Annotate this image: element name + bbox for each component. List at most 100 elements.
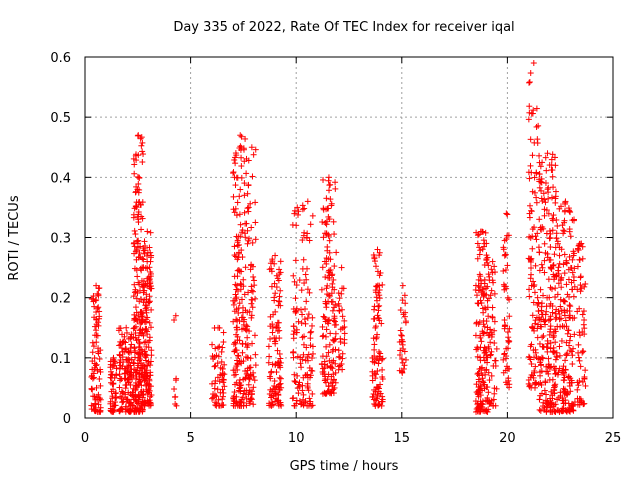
data-point — [542, 378, 549, 385]
data-point — [575, 382, 582, 389]
data-point — [267, 335, 274, 342]
data-point — [218, 348, 225, 355]
data-point — [325, 256, 332, 263]
data-point — [536, 178, 543, 185]
data-point — [536, 171, 543, 178]
data-point — [492, 362, 499, 369]
data-point — [549, 167, 556, 174]
data-point — [273, 384, 280, 391]
data-point — [491, 390, 498, 397]
data-point — [549, 173, 556, 180]
data-point — [372, 258, 379, 265]
data-point — [302, 320, 309, 327]
data-point — [237, 221, 244, 228]
data-point — [537, 163, 544, 170]
data-point — [501, 317, 508, 324]
data-point — [108, 407, 115, 414]
data-point — [378, 356, 385, 363]
data-point — [272, 252, 279, 259]
data-point — [299, 356, 306, 363]
data-point — [274, 347, 281, 354]
data-point — [488, 348, 495, 355]
data-point — [131, 250, 138, 257]
data-point — [551, 154, 558, 161]
data-point — [144, 380, 151, 387]
data-point — [265, 343, 272, 350]
data-point — [374, 246, 381, 253]
data-point — [553, 235, 560, 242]
data-point — [543, 308, 550, 315]
data-point — [526, 293, 533, 300]
y-tick-label: 0.6 — [50, 51, 71, 66]
data-point — [143, 302, 150, 309]
data-point — [560, 370, 567, 377]
data-point — [527, 343, 534, 350]
data-point — [248, 312, 255, 319]
data-point — [124, 376, 131, 383]
data-point — [484, 408, 491, 415]
data-point — [268, 265, 275, 272]
data-point — [147, 254, 154, 261]
data-point — [242, 220, 249, 227]
data-point — [232, 160, 239, 167]
data-point — [290, 348, 297, 355]
data-point — [144, 314, 151, 321]
data-point — [377, 350, 384, 357]
data-point — [325, 383, 332, 390]
data-point — [330, 218, 337, 225]
data-point — [110, 403, 117, 410]
data-point — [341, 330, 348, 337]
data-point — [277, 399, 284, 406]
data-point — [538, 187, 545, 194]
data-point — [402, 319, 409, 326]
data-point — [230, 301, 237, 308]
data-point — [531, 174, 538, 181]
data-point — [567, 388, 574, 395]
data-point — [212, 380, 219, 387]
data-point — [375, 383, 382, 390]
data-point — [396, 339, 403, 346]
data-point — [554, 240, 561, 247]
data-point — [549, 151, 556, 158]
data-point — [547, 230, 554, 237]
data-point — [375, 303, 382, 310]
data-point — [335, 366, 342, 373]
data-point — [245, 204, 252, 211]
data-point — [237, 280, 244, 287]
data-point — [547, 264, 554, 271]
data-point — [375, 360, 382, 367]
data-point — [397, 347, 404, 354]
data-point — [131, 161, 138, 168]
data-point — [373, 263, 380, 270]
data-point — [570, 277, 577, 284]
data-point — [147, 229, 154, 236]
data-point — [333, 321, 340, 328]
data-point — [538, 261, 545, 268]
data-point — [474, 240, 481, 247]
data-point — [543, 207, 550, 214]
data-point — [248, 395, 255, 402]
data-point — [536, 396, 543, 403]
data-point — [251, 332, 258, 339]
data-point — [475, 231, 482, 238]
data-point — [142, 245, 149, 252]
data-point — [580, 308, 587, 315]
data-point — [555, 369, 562, 376]
data-point — [302, 306, 309, 313]
data-point — [116, 384, 123, 391]
data-point — [217, 389, 224, 396]
data-point — [138, 226, 145, 233]
data-point — [541, 387, 548, 394]
data-point — [577, 363, 584, 370]
data-point — [132, 387, 139, 394]
data-point — [527, 136, 534, 143]
data-point — [323, 230, 330, 237]
data-point — [487, 339, 494, 346]
data-point — [561, 270, 568, 277]
data-point — [244, 323, 251, 330]
data-point — [271, 280, 278, 287]
data-point — [234, 337, 241, 344]
data-point — [371, 341, 378, 348]
data-point — [544, 250, 551, 257]
data-point — [537, 286, 544, 293]
